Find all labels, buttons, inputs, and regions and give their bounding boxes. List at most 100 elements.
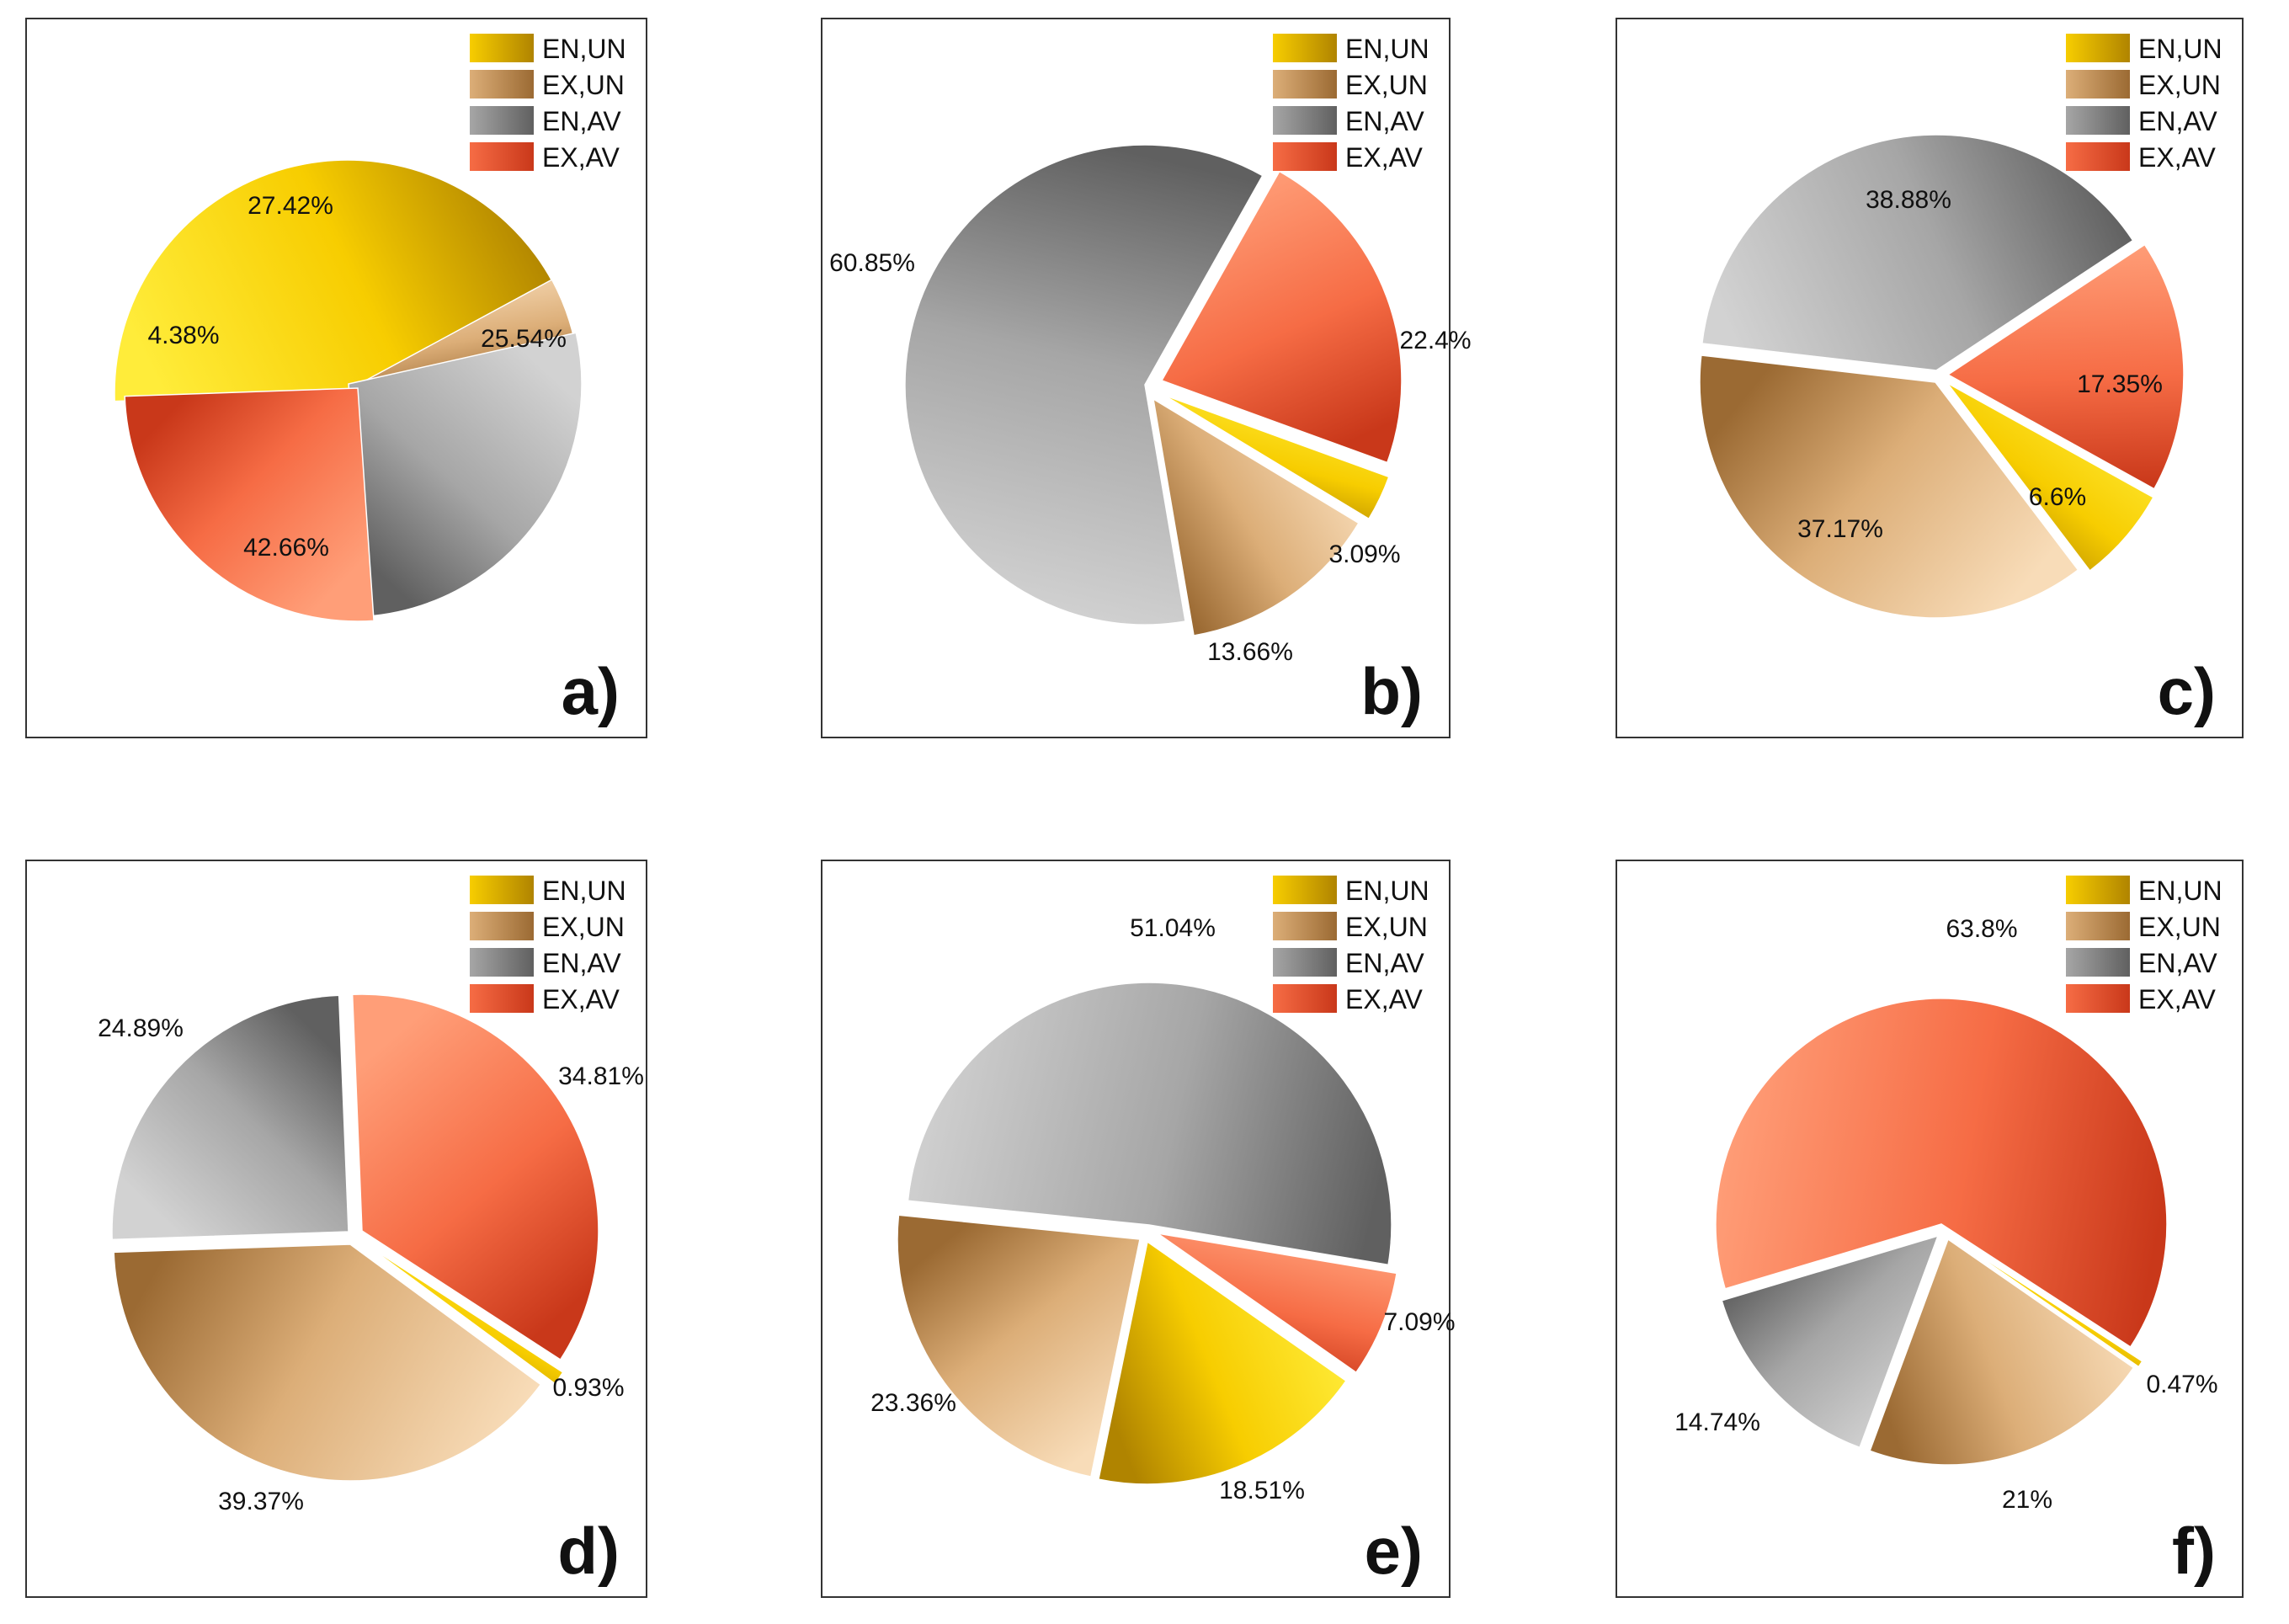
legend-swatch bbox=[470, 912, 534, 940]
slice-value-label: 37.17% bbox=[1797, 515, 1883, 543]
legend-label: EN,AV bbox=[2138, 106, 2217, 136]
pie-slice-en-av bbox=[348, 332, 583, 618]
panel-label: a) bbox=[562, 654, 620, 728]
legend-swatch bbox=[1273, 106, 1337, 135]
legend-swatch bbox=[2066, 70, 2130, 99]
legend-swatch bbox=[2066, 34, 2130, 62]
legend-label: EN,UN bbox=[1345, 34, 1429, 64]
slice-value-label: 13.66% bbox=[1207, 638, 1293, 666]
slice-value-label: 51.04% bbox=[1130, 914, 1216, 942]
legend-label: EX,AV bbox=[1345, 142, 1424, 173]
pie-slice-en-un bbox=[1098, 1240, 1347, 1485]
legend-swatch bbox=[1273, 34, 1337, 62]
legend-label: EX,UN bbox=[2138, 912, 2221, 942]
legend-label: EX,UN bbox=[1345, 912, 1428, 942]
legend-swatch bbox=[470, 876, 534, 904]
pie-panel-c: 6.6% 37.17% 38.88% 17.35% EN,UN EX,UN EN,AV EX,… bbox=[1616, 18, 2244, 738]
pie-slice-ex-av bbox=[351, 993, 599, 1361]
legend-label: EN,AV bbox=[1345, 948, 1424, 978]
legend-swatch bbox=[1273, 70, 1337, 99]
legend-swatch bbox=[1273, 948, 1337, 977]
legend-label: EN,UN bbox=[542, 34, 626, 64]
legend-label: EX,AV bbox=[542, 142, 620, 173]
pie-slice-ex-un bbox=[1869, 1238, 2135, 1466]
slice-value-label: 0.47% bbox=[2146, 1371, 2217, 1398]
legend-swatch bbox=[470, 34, 534, 62]
slice-value-label: 21% bbox=[2002, 1486, 2052, 1514]
pie-slice-en-un bbox=[1163, 394, 1390, 520]
pie-slice-en-av bbox=[1721, 1234, 1940, 1449]
slice-value-label: 3.09% bbox=[1328, 540, 1400, 568]
panel-label: c) bbox=[2158, 654, 2216, 728]
slice-value-label: 18.51% bbox=[1219, 1477, 1305, 1504]
panel-label: e) bbox=[1365, 1514, 1423, 1588]
pie-slice-en-av bbox=[1701, 134, 2134, 371]
slice-value-label: 7.09% bbox=[1383, 1308, 1455, 1336]
slice-value-label: 25.54% bbox=[481, 325, 567, 353]
panel-label: b) bbox=[1360, 654, 1423, 728]
slice-value-label: 39.37% bbox=[218, 1488, 304, 1515]
legend-label: EX,UN bbox=[1345, 70, 1428, 100]
pie-slice-en-av bbox=[907, 982, 1392, 1266]
legend-label: EN,AV bbox=[542, 106, 621, 136]
legend-swatch bbox=[2066, 912, 2130, 940]
slice-value-label: 22.4% bbox=[1399, 327, 1471, 354]
legend-label: EX,AV bbox=[542, 984, 620, 1014]
legend-swatch bbox=[2066, 142, 2130, 171]
panel-label: f) bbox=[2172, 1514, 2216, 1588]
pie-slice-ex-un bbox=[1152, 397, 1360, 636]
legend-swatch bbox=[2066, 984, 2130, 1013]
legend-label: EX,AV bbox=[2138, 984, 2217, 1014]
legend-swatch bbox=[2066, 106, 2130, 135]
slice-value-label: 60.85% bbox=[829, 249, 915, 277]
slice-value-label: 14.74% bbox=[1674, 1408, 1760, 1436]
legend-swatch bbox=[470, 106, 534, 135]
pie-slice-en-av bbox=[904, 144, 1264, 626]
legend-label: EN,UN bbox=[2138, 34, 2222, 64]
legend-swatch bbox=[1273, 142, 1337, 171]
pie-panel-b: 3.09% 13.66% 60.85% 22.4% EN,UN EX,UN EN,AV EX,… bbox=[821, 18, 1472, 738]
legend-label: EN,AV bbox=[542, 948, 621, 978]
legend-swatch bbox=[2066, 876, 2130, 904]
slice-value-label: 38.88% bbox=[1866, 186, 1951, 214]
legend-swatch bbox=[2066, 948, 2130, 977]
pie-panel-f: 0.47% 21% 14.74% 63.8% EN,UN EX,UN EN,AV EX,AV f… bbox=[1616, 860, 2244, 1598]
slice-value-label: 4.38% bbox=[147, 322, 219, 349]
legend-swatch bbox=[470, 70, 534, 99]
legend-swatch bbox=[470, 142, 534, 171]
slice-value-label: 17.35% bbox=[2077, 370, 2163, 398]
legend-label: EN,AV bbox=[2138, 948, 2217, 978]
legend-swatch bbox=[1273, 876, 1337, 904]
legend-label: EX,UN bbox=[542, 70, 625, 100]
pie-slice-ex-av bbox=[1715, 998, 2168, 1348]
legend-swatch bbox=[1273, 984, 1337, 1013]
slice-value-label: 27.42% bbox=[248, 192, 333, 220]
pie-panel-e: 18.51% 23.36% 51.04% 7.09% EN,UN EX,UN EN,AV EX… bbox=[821, 860, 1456, 1598]
slice-value-label: 24.89% bbox=[98, 1014, 184, 1042]
pie-slice-ex-av bbox=[1157, 1233, 1397, 1374]
panel-label: d) bbox=[557, 1514, 620, 1588]
pie-slice-en-av bbox=[111, 994, 349, 1241]
pie-slice-ex-av bbox=[1160, 170, 1403, 464]
pie-slice-en-un bbox=[364, 1243, 564, 1385]
legend-label: EN,UN bbox=[542, 876, 626, 906]
pie-slice-en-un bbox=[1952, 1238, 2143, 1368]
pie-slice-ex-av bbox=[1946, 243, 2185, 490]
legend-label: EX,UN bbox=[2138, 70, 2221, 100]
slice-value-label: 42.66% bbox=[243, 534, 329, 562]
slice-value-label: 23.36% bbox=[870, 1389, 956, 1417]
legend-swatch bbox=[470, 984, 534, 1013]
pie-panel-a: 42.66% 4.38% 27.42% 25.54% EN,UN EX,UN EN,AV EX… bbox=[25, 18, 647, 738]
legend-label: EN,UN bbox=[1345, 876, 1429, 906]
legend-swatch bbox=[1273, 912, 1337, 940]
legend-label: EN,UN bbox=[2138, 876, 2222, 906]
legend-label: EN,AV bbox=[1345, 106, 1424, 136]
slice-value-label: 63.8% bbox=[1946, 915, 2017, 943]
legend-label: EX,AV bbox=[2138, 142, 2217, 173]
slice-value-label: 0.93% bbox=[552, 1374, 624, 1402]
pie-slice-ex-un bbox=[1699, 354, 2079, 619]
legend-label: EX,AV bbox=[1345, 984, 1424, 1014]
slice-value-label: 34.81% bbox=[558, 1062, 644, 1090]
pie-slice-ex-un bbox=[113, 1243, 542, 1482]
